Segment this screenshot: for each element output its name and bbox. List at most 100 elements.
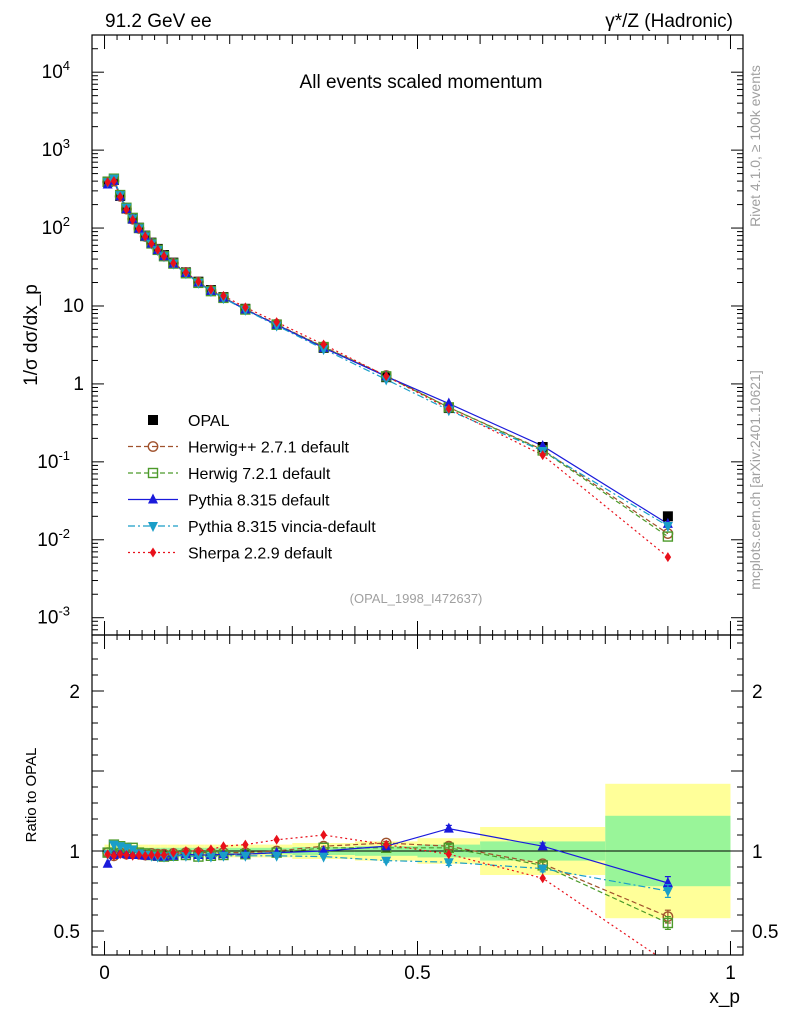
legend-label-pythia-8-315-default: Pythia 8.315 default (188, 493, 330, 510)
main-point-sherpa-2-2-9-default (195, 276, 202, 287)
main-point-pythia-8-315-default (443, 397, 454, 408)
y-tick-label-base: 10 (37, 530, 58, 551)
ratio-point-pythia-8-315-default (537, 840, 548, 851)
ratio-point-pythia-8-315-vincia-default (193, 852, 204, 863)
y-tick-label-base: 10 (42, 140, 63, 161)
main-point-sherpa-2-2-9-default (320, 339, 327, 350)
ratio-point-sherpa-2-2-9-default (320, 830, 327, 840)
x-axis-label: x_p (709, 987, 740, 1008)
legend-label-herwig-7-2-1-default: Herwig 7.2.1 default (188, 466, 331, 483)
legend: OPAL Herwig++ 2.7.1 default Herwig 7.2.1 d… (128, 413, 376, 563)
main-series-layer (102, 173, 674, 563)
main-point-sherpa-2-2-9-default (110, 175, 118, 186)
legend-marker-opal (148, 415, 158, 425)
x-tick-label: 0 (99, 963, 110, 984)
y-tick-label-ratio-right: 2 (752, 682, 763, 703)
ratio-point-sherpa-2-2-9-default (273, 834, 280, 845)
main-point-sherpa-2-2-9-default (273, 317, 280, 328)
ratio-point-sherpa-2-2-9-default (445, 849, 453, 860)
main-point-sherpa-2-2-9-default (539, 450, 546, 461)
ratio-point-sherpa-2-2-9-default (207, 844, 215, 855)
main-point-sherpa-2-2-9-default (141, 231, 149, 242)
y-tick-label-ratio-left: 1 (69, 842, 80, 863)
y-tick-label-base: 10 (37, 452, 58, 473)
x-tick-label: 1 (725, 963, 736, 984)
y-axis-label-main: 1/σ dσ/dx_p (21, 284, 42, 386)
ratio-point-sherpa-2-2-9-default (104, 849, 111, 860)
main-point-sherpa-2-2-9-default (135, 223, 143, 234)
ratio-point-sherpa-2-2-9-default (148, 850, 155, 860)
ratio-point-pythia-8-315-vincia-default (662, 887, 673, 897)
y-tick-label-exponent: -3 (58, 604, 70, 619)
left-title: 91.2 GeV ee (105, 11, 212, 32)
ratio-point-sherpa-2-2-9-default (135, 850, 143, 860)
y-tick-label-base: 10 (42, 62, 63, 83)
ratio-point-sherpa-2-2-9-default (110, 850, 118, 861)
y-tick-label-main: 1 (73, 374, 84, 395)
y-tick-label-main: 10 (63, 296, 84, 317)
main-point-opal (662, 511, 673, 522)
ratio-point-sherpa-2-2-9-default (182, 846, 190, 856)
y-tick-label-ratio-right: 1 (752, 842, 763, 863)
y-tick-label-base: 1 (73, 374, 84, 395)
ratio-point-sherpa-2-2-9-default (116, 849, 124, 860)
analysis-id: (OPAL_1998_I472637) (350, 591, 483, 606)
main-point-sherpa-2-2-9-default (116, 191, 124, 202)
y-tick-label-base: 10 (63, 296, 84, 317)
main-point-sherpa-2-2-9-default (123, 204, 130, 215)
y-tick-label-ratio-left: 2 (69, 682, 80, 703)
ratio-point-herwig-7-2-1-default (662, 917, 674, 929)
y-tick-label-exponent: 2 (63, 214, 70, 229)
ratio-point-pythia-8-315-vincia-default (381, 856, 392, 867)
y-tick-label-exponent: -1 (58, 448, 70, 463)
main-point-sherpa-2-2-9-default (129, 214, 136, 225)
ratio-point-sherpa-2-2-9-default (123, 850, 130, 860)
y-tick-label-main: 104 (42, 58, 70, 83)
y-tick-label-main: 10-3 (37, 604, 70, 629)
y-tick-label-main: 103 (42, 136, 70, 161)
ratio-point-pythia-8-315-vincia-default (180, 851, 191, 862)
ratio-point-sherpa-2-2-9-default (242, 839, 249, 850)
y-tick-label-exponent: -2 (58, 526, 70, 541)
ratio-point-sherpa-2-2-9-default (195, 846, 202, 856)
ratio-point-pythia-8-315-vincia-default (240, 851, 251, 862)
ratio-point-pythia-8-315-vincia-default (205, 852, 216, 863)
legend-marker-herwig-7-2-1-default (147, 467, 159, 479)
ratio-point-pythia-8-315-default (102, 857, 113, 868)
right-title: γ*/Z (Hadronic) (605, 11, 733, 32)
ratio-series-layer (102, 822, 674, 955)
ratio-line-herwig-2-7-1-default (107, 842, 669, 918)
legend-marker-pythia-8-315-vincia-default (148, 522, 158, 532)
main-point-pythia-8-315-vincia-default (662, 522, 673, 533)
legend-label-herwig-2-7-1-default: Herwig++ 2.7.1 default (188, 440, 350, 457)
legend-label-pythia-8-315-vincia-default: Pythia 8.315 vincia-default (188, 519, 376, 536)
ratio-point-sherpa-2-2-9-default (170, 847, 177, 858)
main-point-sherpa-2-2-9-default (445, 403, 453, 414)
ratio-line-pythia-8-315-vincia-default (107, 843, 668, 892)
y-tick-label-main: 10-1 (37, 448, 70, 473)
ratio-point-sherpa-2-2-9-default (382, 839, 390, 850)
main-point-pythia-8-315-vincia-default (318, 345, 329, 356)
main-point-sherpa-2-2-9-default (154, 244, 161, 255)
y-tick-label-base: 10 (37, 608, 58, 629)
ratio-point-pythia-8-315-vincia-default (271, 851, 282, 862)
main-point-sherpa-2-2-9-default (170, 258, 177, 269)
ratio-point-sherpa-2-2-9-default (539, 873, 546, 884)
mcplots-reference-label: mcplots.cern.ch [arXiv:2401.10621] (747, 370, 763, 589)
main-point-sherpa-2-2-9-default (382, 371, 390, 382)
ratio-point-pythia-8-315-vincia-default (443, 858, 454, 869)
main-point-sherpa-2-2-9-default (160, 251, 168, 262)
legend-marker-herwig-2-7-1-default (147, 441, 159, 452)
y-tick-label-base: 10 (42, 218, 63, 239)
y-tick-label-main: 102 (42, 214, 70, 239)
ratio-point-sherpa-2-2-9-default (129, 850, 136, 861)
legend-label-opal: OPAL (188, 413, 230, 430)
main-point-sherpa-2-2-9-default (148, 238, 155, 249)
main-line-sherpa-2-2-9-default (107, 180, 669, 558)
y-tick-label-exponent: 4 (63, 58, 70, 73)
main-point-sherpa-2-2-9-default (207, 284, 215, 295)
main-point-sherpa-2-2-9-default (242, 302, 249, 313)
ratio-point-sherpa-2-2-9-default (154, 850, 161, 860)
